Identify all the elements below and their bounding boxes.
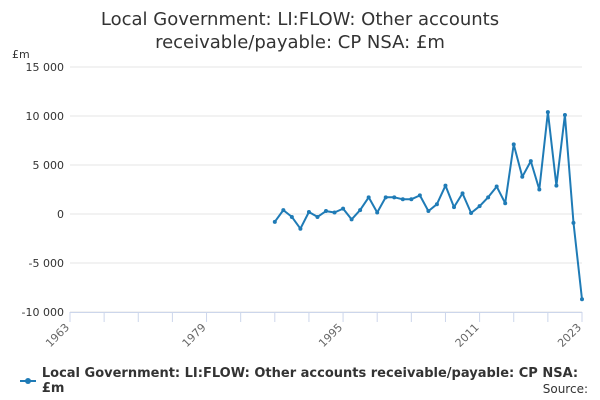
data-point[interactable] <box>469 211 474 216</box>
data-point[interactable] <box>272 219 277 224</box>
data-point[interactable] <box>281 208 286 213</box>
source-label: Source: <box>542 382 588 396</box>
data-point[interactable] <box>554 183 559 188</box>
data-point[interactable] <box>417 193 422 198</box>
x-tick-label: 2011 <box>453 321 482 350</box>
x-tick-label: 2023 <box>555 321 584 350</box>
chart-title-line-2: receivable/payable: CP NSA: £m <box>155 32 445 53</box>
data-point[interactable] <box>409 197 414 202</box>
y-tick-label: -5 000 <box>29 257 64 270</box>
data-point[interactable] <box>298 226 303 231</box>
data-point[interactable] <box>392 195 397 200</box>
data-point[interactable] <box>426 209 431 214</box>
x-tick-label: 1979 <box>180 321 209 350</box>
data-point[interactable] <box>341 206 346 211</box>
y-tick-label: -10 000 <box>22 306 64 319</box>
data-point[interactable] <box>332 210 337 215</box>
data-point[interactable] <box>452 205 456 210</box>
data-point[interactable] <box>528 159 533 164</box>
data-point[interactable] <box>580 297 584 302</box>
data-point[interactable] <box>289 214 294 219</box>
chart-title-line-1: Local Government: LI:FLOW: Other account… <box>100 9 500 30</box>
data-point[interactable] <box>434 202 439 207</box>
legend-label: Local Government: LI:FLOW: Other account… <box>41 366 579 396</box>
y-tick-label: 0 <box>57 208 64 221</box>
data-point[interactable] <box>537 187 542 192</box>
y-axis-label: £m <box>12 48 30 61</box>
chart-title: Local Government: LI:FLOW: Other account… <box>0 8 600 54</box>
legend-line-marker-icon <box>20 376 36 386</box>
data-point[interactable] <box>562 113 567 118</box>
data-point[interactable] <box>315 214 320 219</box>
data-point[interactable] <box>460 191 465 196</box>
data-point[interactable] <box>511 142 516 147</box>
series-group <box>272 110 584 302</box>
data-point[interactable] <box>494 184 499 189</box>
series-line <box>273 111 583 300</box>
legend[interactable]: Local Government: LI:FLOW: Other account… <box>20 366 600 396</box>
data-point[interactable] <box>545 110 550 115</box>
data-point[interactable] <box>486 195 491 200</box>
data-point[interactable] <box>520 174 525 179</box>
gridlines <box>70 66 582 313</box>
data-point[interactable] <box>349 217 354 222</box>
data-point[interactable] <box>375 210 380 215</box>
data-point[interactable] <box>443 183 448 188</box>
data-point[interactable] <box>358 208 363 213</box>
data-point[interactable] <box>366 195 371 200</box>
y-tick-label: 5 000 <box>33 159 65 172</box>
data-point[interactable] <box>324 209 328 214</box>
data-point[interactable] <box>571 220 576 225</box>
x-tick-label: 1963 <box>43 321 72 350</box>
y-axis-ticks: -10 000 -5 000 0 5 000 10 000 15 000 <box>22 61 64 319</box>
data-point[interactable] <box>503 201 508 206</box>
data-point[interactable] <box>306 210 311 215</box>
data-point[interactable] <box>477 204 482 209</box>
data-point[interactable] <box>400 197 405 202</box>
x-tick-label: 1995 <box>316 321 345 350</box>
x-axis: 1963 1979 1995 2011 2023 <box>43 312 584 350</box>
data-point[interactable] <box>383 195 388 200</box>
y-tick-label: 10 000 <box>26 110 65 123</box>
y-tick-label: 15 000 <box>26 61 65 74</box>
